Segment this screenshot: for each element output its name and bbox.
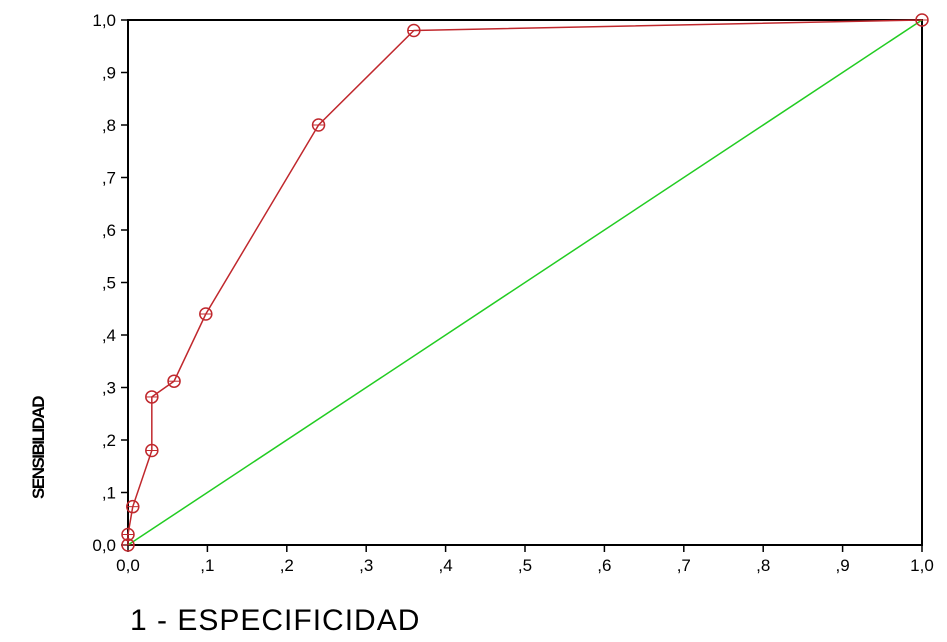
reference-line [127,19,923,546]
y-tick-label: ,2 [102,431,116,450]
y-axis: 0,0 ,1 ,2 ,3 ,4 ,5 ,6 ,7 ,8 ,9 1,0 [92,11,128,555]
y-tick-label: 0,0 [92,536,116,555]
y-tick-label: ,6 [102,221,116,240]
x-tick-label: 0,0 [116,556,140,575]
x-tick-label: 1,0 [910,556,934,575]
x-tick-label: ,8 [756,556,770,575]
series-layer [121,13,929,552]
x-tick-label: ,9 [836,556,850,575]
x-tick-label: ,4 [439,556,453,575]
y-tick-label: ,3 [102,379,116,398]
x-axis-title: 1 - ESPECIFICIDAD [130,604,421,637]
y-axis-title: SENSIBILIDAD [29,397,48,499]
y-tick-label: ,1 [102,484,116,503]
roc-curve [127,19,923,545]
x-tick-label: ,3 [359,556,373,575]
x-tick-label: ,6 [597,556,611,575]
y-tick-label: ,4 [102,326,116,345]
x-axis: 0,0 ,1 ,2 ,3 ,4 ,5 ,6 ,7 ,8 ,9 1,0 [116,545,934,575]
y-tick-label: ,9 [102,64,116,83]
y-tick-label: 1,0 [92,11,116,30]
y-tick-label: ,7 [102,169,116,188]
x-tick-label: ,1 [200,556,214,575]
x-tick-label: ,2 [280,556,294,575]
y-tick-label: ,8 [102,116,116,135]
x-tick-label: ,7 [677,556,691,575]
x-tick-label: ,5 [518,556,532,575]
y-tick-label: ,5 [102,274,116,293]
